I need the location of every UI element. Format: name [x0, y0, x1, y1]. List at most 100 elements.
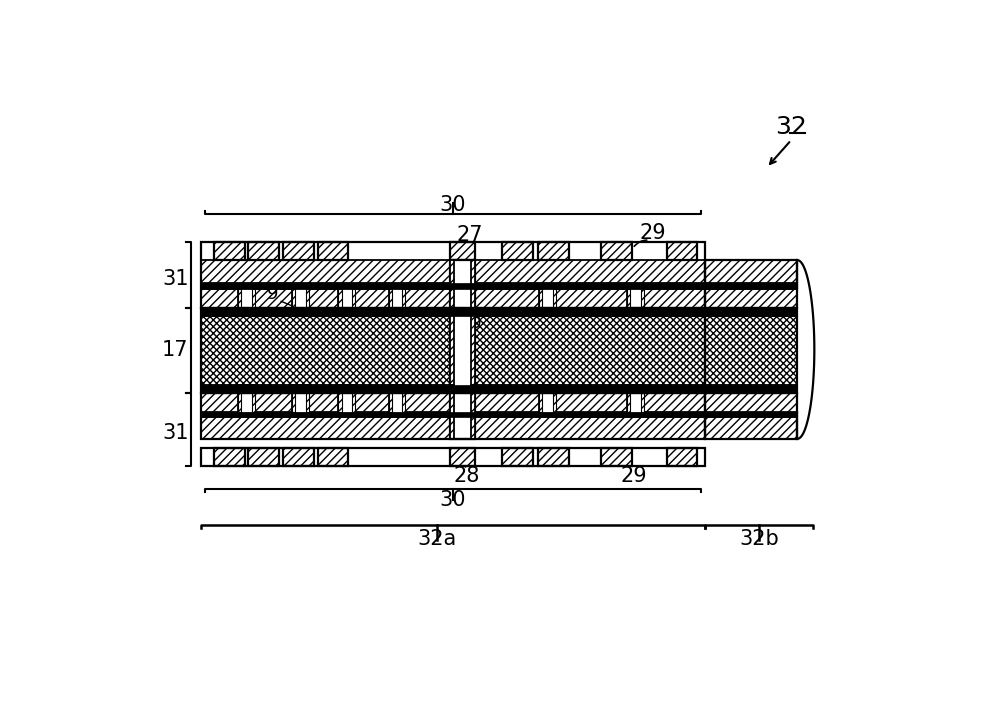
Bar [248, 243, 279, 260]
Bar [201, 448, 705, 466]
Bar [338, 308, 355, 316]
Bar [502, 243, 533, 260]
Bar [238, 385, 255, 393]
Bar [627, 393, 630, 412]
Bar [539, 308, 556, 316]
Bar [292, 288, 309, 317]
Bar [538, 243, 569, 260]
Bar [214, 243, 245, 260]
Bar [539, 385, 556, 393]
Bar [627, 288, 630, 316]
Bar [306, 288, 309, 316]
Text: 29: 29 [639, 223, 666, 243]
Bar [502, 448, 533, 466]
Bar [201, 283, 705, 288]
Bar [318, 243, 348, 260]
Bar [238, 288, 241, 316]
Bar [318, 243, 348, 260]
Bar [201, 288, 705, 308]
Bar [666, 448, 697, 466]
Bar [283, 243, 314, 260]
Bar [292, 288, 295, 316]
Bar [627, 288, 644, 317]
Bar [553, 393, 556, 412]
Bar [627, 385, 644, 393]
Bar [201, 316, 705, 385]
Bar [338, 393, 342, 412]
Bar [539, 385, 556, 412]
Bar [252, 393, 255, 412]
Bar [705, 260, 797, 283]
Bar [201, 417, 705, 439]
Bar [214, 448, 245, 466]
Bar [705, 283, 797, 288]
Bar [402, 393, 405, 412]
Bar [450, 308, 475, 316]
Bar [705, 288, 797, 308]
Bar [450, 385, 454, 439]
Bar [338, 385, 355, 412]
Bar [471, 385, 475, 439]
Text: 17: 17 [162, 341, 188, 360]
Bar [705, 385, 797, 393]
Bar [666, 243, 697, 260]
Bar [292, 385, 309, 412]
Bar [450, 260, 475, 439]
Bar [248, 448, 279, 466]
Bar [705, 417, 797, 439]
Text: 9: 9 [267, 285, 278, 303]
Bar [705, 393, 797, 412]
Bar [705, 260, 797, 308]
Bar [538, 243, 569, 260]
Bar [641, 288, 644, 316]
Bar [450, 412, 475, 417]
Bar [292, 385, 309, 393]
Bar [248, 448, 279, 466]
Bar [238, 308, 255, 316]
Bar [450, 243, 475, 260]
Bar [705, 308, 797, 316]
Bar [705, 393, 797, 439]
Bar [252, 288, 255, 316]
Bar [352, 288, 355, 316]
Bar [539, 393, 542, 412]
Text: 29: 29 [621, 466, 647, 486]
Bar [450, 448, 475, 466]
Bar [389, 385, 405, 412]
Bar [318, 448, 348, 466]
Bar [502, 243, 533, 260]
Bar [201, 393, 705, 412]
Bar [601, 243, 632, 260]
Bar [627, 385, 644, 412]
Bar [283, 448, 314, 466]
Bar [201, 412, 705, 417]
Bar [248, 243, 279, 260]
Bar [450, 448, 475, 466]
Text: 31: 31 [162, 423, 188, 443]
Bar [238, 288, 255, 317]
Bar [338, 288, 342, 316]
Bar [627, 308, 644, 316]
Bar [238, 393, 241, 412]
Text: 32b: 32b [739, 529, 779, 549]
Bar [402, 288, 405, 316]
Bar [601, 243, 632, 260]
Bar [705, 412, 797, 417]
Bar [389, 288, 392, 316]
Bar [450, 243, 475, 260]
Bar [292, 393, 295, 412]
Bar [705, 316, 797, 385]
Bar [539, 288, 542, 316]
Text: 10: 10 [459, 314, 481, 332]
Bar [201, 308, 705, 393]
Bar [238, 385, 255, 412]
Bar [318, 448, 348, 466]
Text: 30: 30 [440, 490, 466, 510]
Bar [471, 260, 475, 385]
Bar [601, 448, 632, 466]
Bar [666, 448, 697, 466]
Bar [306, 393, 309, 412]
Bar [214, 243, 245, 260]
Bar [553, 288, 556, 316]
Bar [450, 260, 454, 385]
